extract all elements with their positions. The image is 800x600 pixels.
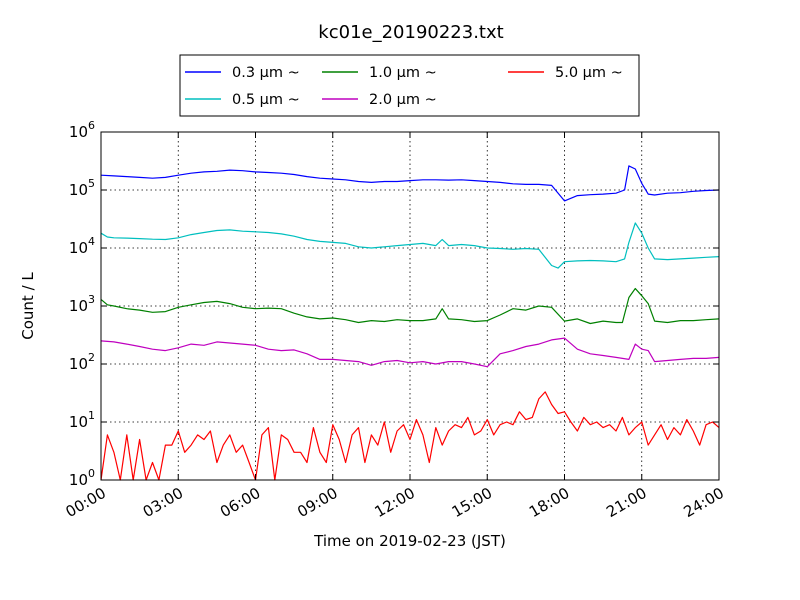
legend-label: 2.0 μm ~ (369, 92, 437, 108)
y-tick-label: 100 (69, 467, 95, 489)
x-tick-labels: 00:00 03:00 06:00 09:00 12:00 15:00 18:00 21:00… (63, 484, 727, 521)
y-tick-labels: 100 101 102 103 104 105 106 (69, 119, 95, 489)
chart-title: kc01e_20190223.txt (318, 22, 503, 43)
series-lines (100, 165, 720, 481)
y-tick-label: 105 (69, 177, 95, 199)
ticks (100, 131, 720, 481)
legend-label: 5.0 μm ~ (555, 65, 623, 81)
x-tick-label: 09:00 (294, 484, 340, 521)
x-tick-label: 12:00 (372, 484, 418, 521)
x-tick-label: 06:00 (217, 484, 263, 521)
y-axis-label: Count / L (19, 272, 37, 340)
series-line-1 (100, 222, 720, 269)
x-tick-label: 03:00 (140, 484, 186, 521)
legend-label: 0.5 μm ~ (232, 92, 300, 108)
x-axis-label: Time on 2019-02-23 (JST) (313, 532, 506, 550)
x-tick-label: 00:00 (63, 484, 109, 521)
legend: 0.3 μm ~ 0.5 μm ~ 1.0 μm ~ 2.0 μm ~ 5.0 μm ~ (179, 54, 640, 117)
series-line-3 (100, 337, 720, 368)
x-tick-label: 18:00 (526, 484, 572, 521)
x-tick-label: 15:00 (449, 484, 495, 521)
y-tick-label: 106 (69, 119, 95, 141)
series-line-0 (100, 165, 720, 202)
series-line-2 (100, 287, 720, 325)
legend-label: 1.0 μm ~ (369, 65, 437, 81)
y-tick-label: 102 (69, 351, 95, 373)
series-line-4 (100, 391, 720, 481)
y-tick-label: 103 (69, 293, 95, 315)
y-tick-label: 104 (69, 235, 95, 257)
legend-label: 0.3 μm ~ (232, 65, 300, 81)
x-tick-label: 21:00 (603, 484, 649, 521)
x-tick-label: 24:00 (681, 484, 727, 521)
y-tick-label: 101 (69, 409, 95, 431)
legend-box (179, 54, 640, 117)
